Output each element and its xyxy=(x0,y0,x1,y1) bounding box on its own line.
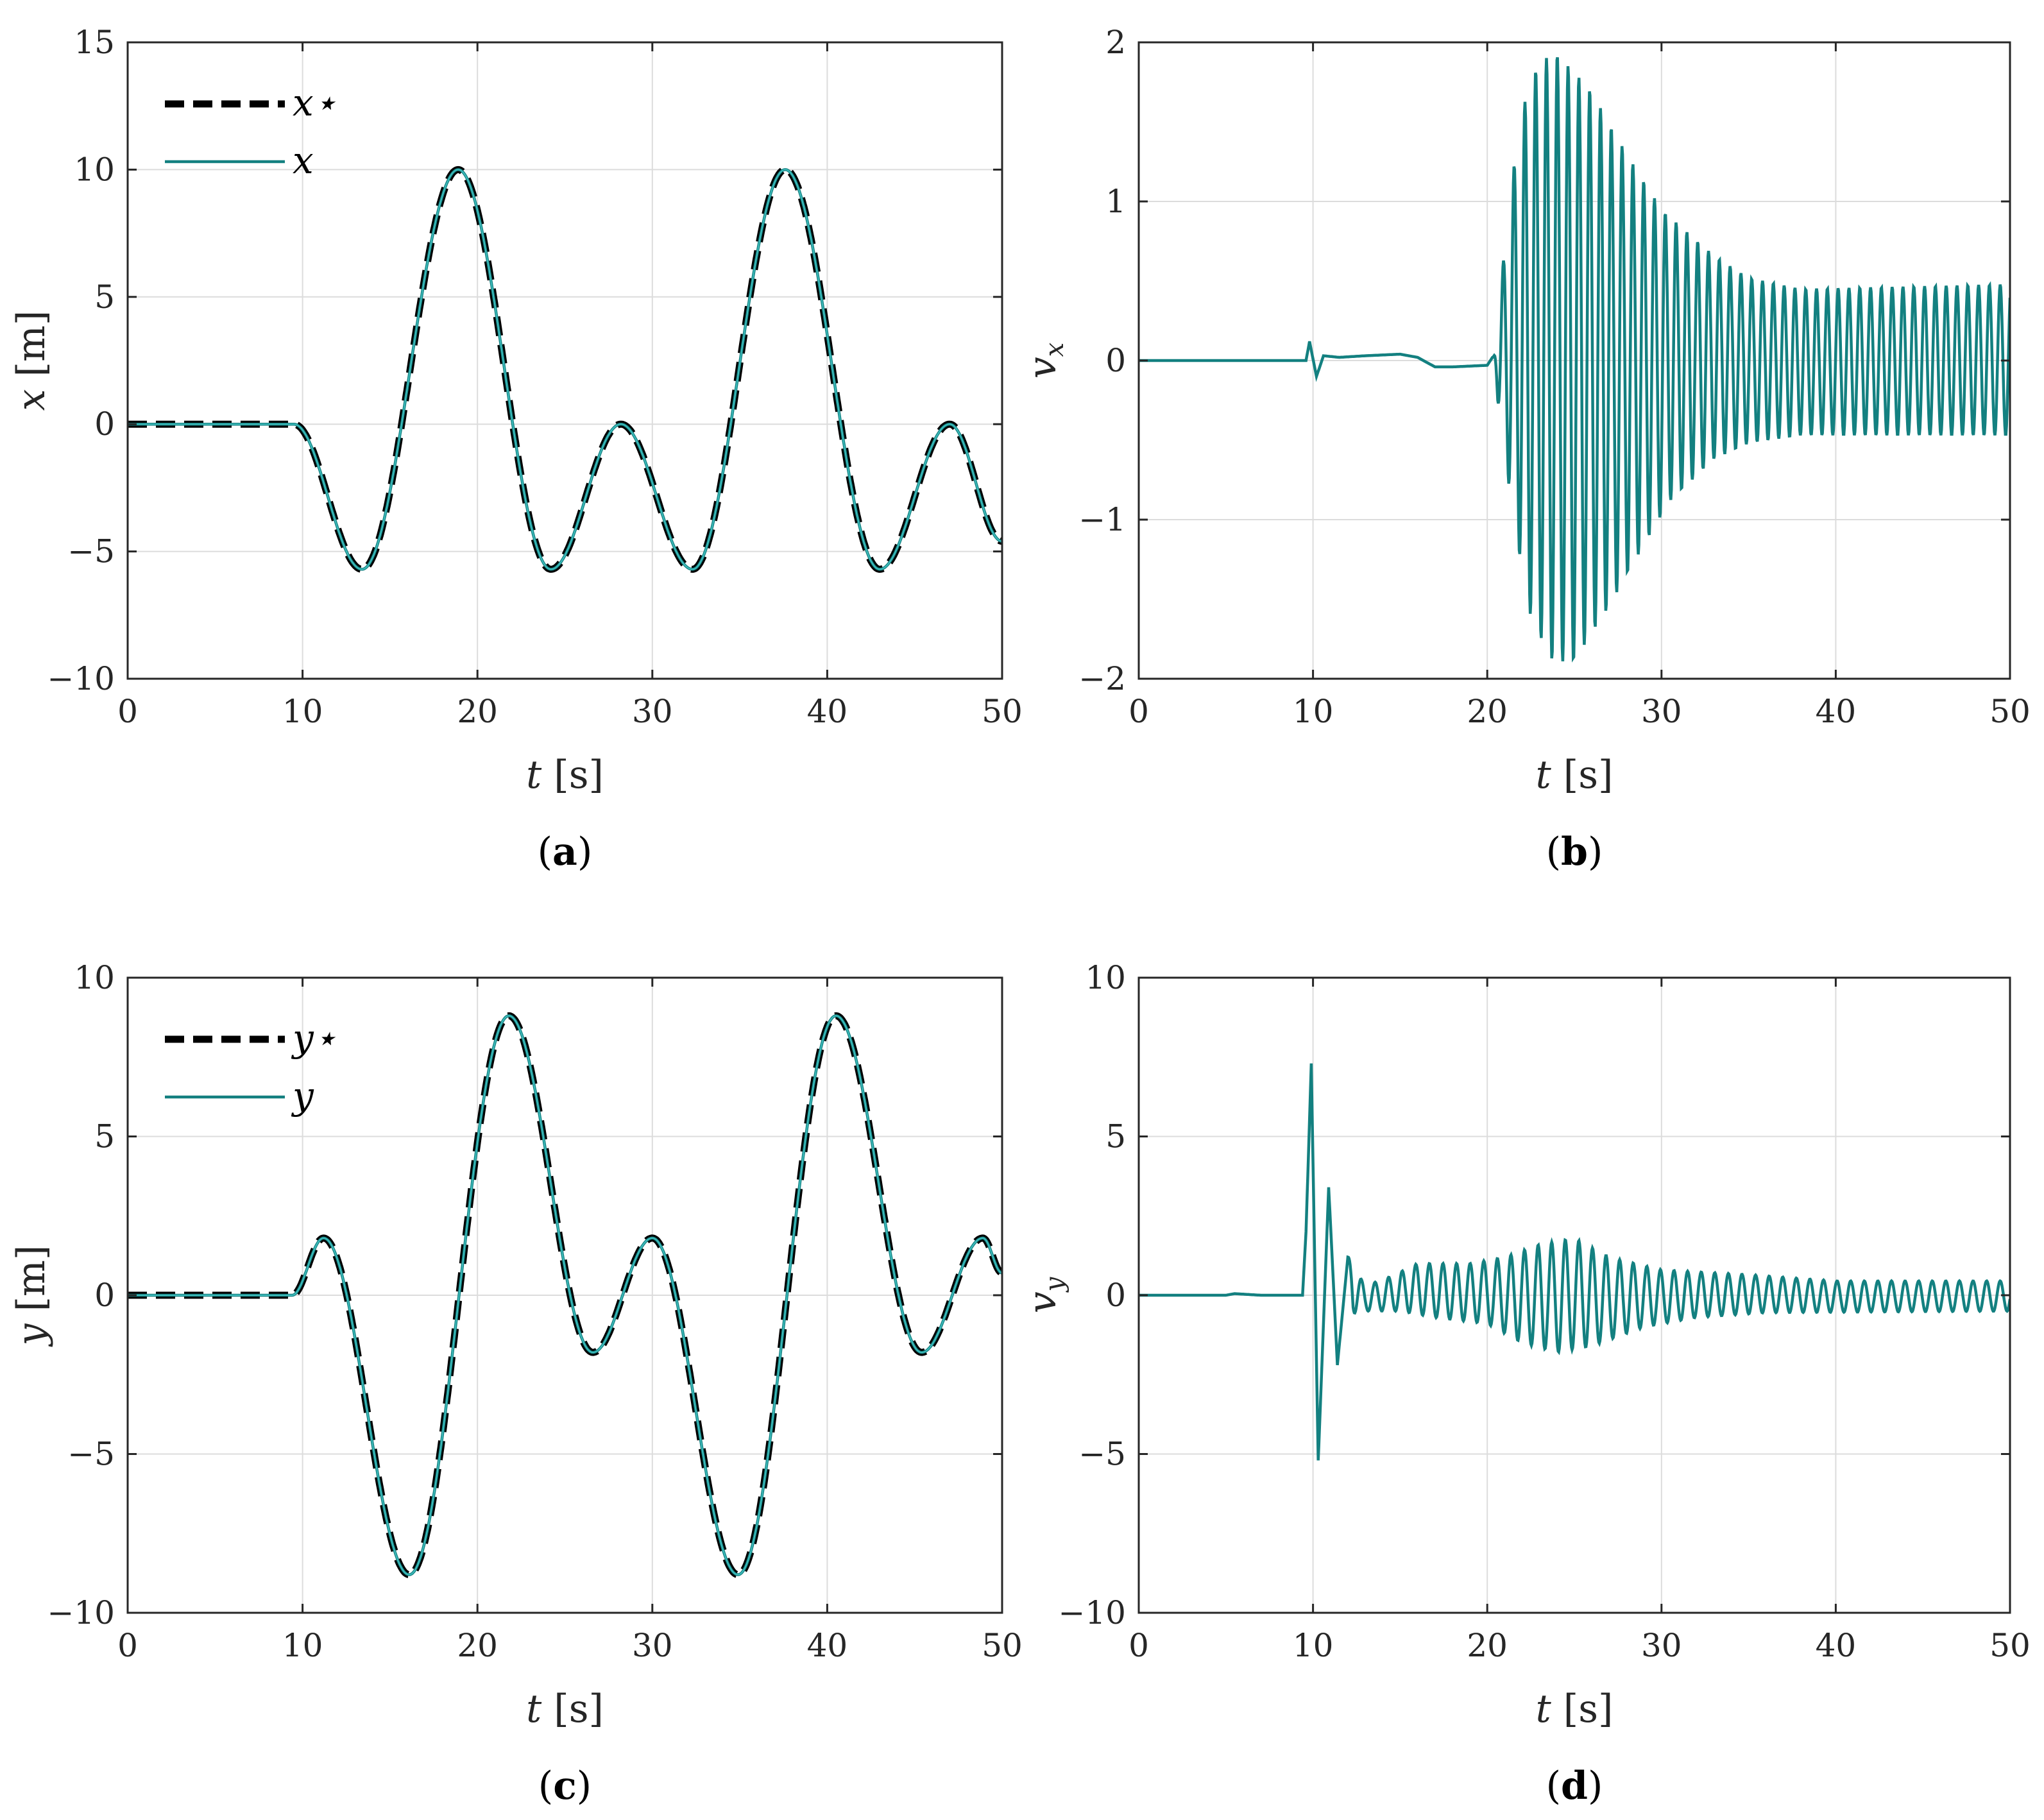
x-tick-label: 10 xyxy=(282,693,323,730)
series-actual-line xyxy=(1139,1063,2010,1461)
y-tick-label: 0 xyxy=(1105,342,1126,379)
y-tick-label: 10 xyxy=(74,151,115,188)
panel-caption: (a) xyxy=(538,829,593,874)
y-tick-label: −5 xyxy=(67,1436,115,1473)
series-actual-highlight xyxy=(128,169,1002,570)
x-tick-label: 20 xyxy=(1467,693,1508,730)
y-tick-label: −2 xyxy=(1078,660,1126,697)
y-tick-label: 5 xyxy=(1105,1118,1126,1155)
x-axis-label: t [s] xyxy=(526,753,604,797)
x-tick-label: 0 xyxy=(117,1627,138,1664)
axes-frame xyxy=(126,41,1003,680)
x-tick-label: 10 xyxy=(1293,1627,1334,1664)
legend: x⋆ x xyxy=(165,81,337,182)
x-tick-label: 50 xyxy=(1989,1627,2031,1664)
x-tick-label: 0 xyxy=(1128,1627,1149,1664)
panel-caption: (b) xyxy=(1546,829,1603,874)
x-tick-label: 20 xyxy=(1467,1627,1508,1664)
x-tick-label: 10 xyxy=(1293,693,1334,730)
y-tick-label: 10 xyxy=(74,959,115,996)
series-actual-line xyxy=(1139,56,2010,663)
x-tick-label: 40 xyxy=(807,1627,848,1664)
x-tick-label: 50 xyxy=(982,693,1023,730)
x-tick-label: 0 xyxy=(1128,693,1149,730)
series-actual-highlight xyxy=(128,1015,1002,1576)
x-tick-label: 50 xyxy=(1989,693,2031,730)
x-tick-label: 30 xyxy=(632,1627,673,1664)
y-tick-label: −5 xyxy=(1078,1436,1126,1473)
y-tick-label: −1 xyxy=(1078,501,1126,538)
y-tick-label: 0 xyxy=(94,1277,115,1314)
x-tick-label: 30 xyxy=(1641,1627,1682,1664)
x-tick-label: 50 xyxy=(982,1627,1023,1664)
legend-label-actual: y xyxy=(291,1074,314,1118)
y-tick-label: 15 xyxy=(74,24,115,61)
y-tick-label: 1 xyxy=(1105,183,1126,220)
legend: y⋆ y xyxy=(165,1016,337,1118)
y-tick-label: 0 xyxy=(1105,1277,1126,1314)
x-tick-label: 20 xyxy=(457,1627,498,1664)
legend-label-reference: x⋆ xyxy=(293,81,337,124)
x-tick-label: 0 xyxy=(117,693,138,730)
y-axis-label: x [m] xyxy=(9,310,54,411)
panel-c: 0 10 20 30 40 50 −10 −5 0 5 10 t [s] y [m] y⋆ y (c) xyxy=(9,959,1023,1808)
legend-label-reference: y⋆ xyxy=(291,1016,337,1060)
x-tick-label: 40 xyxy=(1816,1627,1857,1664)
panel-d: 0 10 20 30 40 50 −10 −5 0 5 10 t [s] vy (d) xyxy=(1020,959,2031,1808)
x-tick-label: 20 xyxy=(457,693,498,730)
x-tick-label: 40 xyxy=(807,693,848,730)
x-tick-label: 30 xyxy=(1641,693,1682,730)
y-tick-label: 10 xyxy=(1085,959,1126,996)
y-tick-label: 0 xyxy=(94,405,115,443)
y-tick-label: 2 xyxy=(1105,24,1126,61)
y-tick-label: 5 xyxy=(94,278,115,316)
x-axis-label: t [s] xyxy=(526,1687,604,1731)
y-axis-label: vx xyxy=(1020,343,1069,378)
panel-b: 0 10 20 30 40 50 −2 −1 0 1 2 t [s] vx (b) xyxy=(1020,24,2031,874)
x-tick-label: 10 xyxy=(282,1627,323,1664)
plot-area xyxy=(128,42,1002,679)
y-tick-label: −10 xyxy=(47,660,115,697)
x-tick-label: 40 xyxy=(1816,693,1857,730)
y-axis-label: y [m] xyxy=(9,1245,54,1348)
x-tick-label: 30 xyxy=(632,693,673,730)
y-axis-label: vy xyxy=(1020,1276,1069,1313)
y-tick-label: 5 xyxy=(94,1118,115,1155)
legend-label-actual: x xyxy=(293,139,314,182)
y-tick-label: −10 xyxy=(47,1594,115,1631)
x-axis-label: t [s] xyxy=(1536,753,1614,797)
y-tick-label: −5 xyxy=(67,533,115,570)
y-tick-label: −10 xyxy=(1058,1594,1126,1631)
panel-caption: (d) xyxy=(1546,1764,1603,1808)
panel-caption: (c) xyxy=(538,1764,592,1808)
x-axis-label: t [s] xyxy=(1536,1687,1614,1731)
panel-a: 0 10 20 30 40 50 −10 −5 0 5 10 15 t [s] x [m] x⋆ x (a) xyxy=(9,24,1023,874)
